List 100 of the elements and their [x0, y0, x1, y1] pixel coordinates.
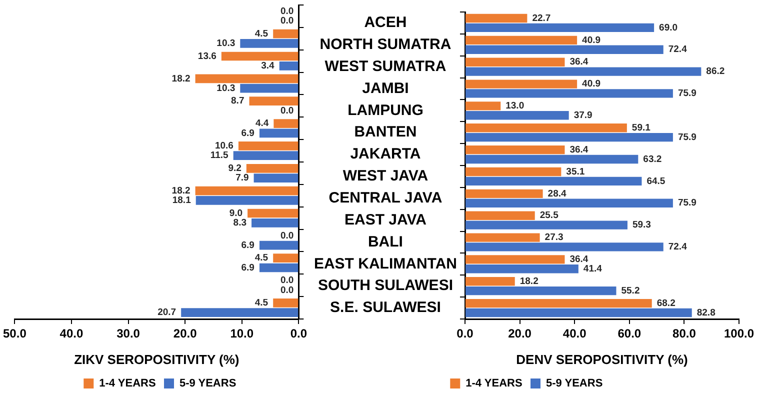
- x-tick-label: 40.0: [562, 326, 587, 341]
- data-label: 6.9: [241, 262, 254, 274]
- data-label: 75.9: [678, 132, 696, 143]
- bar: [466, 277, 515, 286]
- bar: [466, 154, 638, 164]
- bar: [195, 74, 298, 84]
- data-label: 35.1: [566, 166, 586, 178]
- bar: [259, 128, 298, 138]
- bar: [274, 119, 298, 128]
- bar: [466, 255, 565, 264]
- y-tick-label: BANTEN: [354, 124, 417, 141]
- data-label: 10.3: [216, 38, 236, 50]
- data-label: 40.9: [582, 78, 601, 90]
- bar: [466, 211, 535, 220]
- bar: [466, 176, 642, 186]
- data-label: 18.2: [520, 276, 538, 288]
- legend-label: 1-4 YEARS: [99, 378, 156, 390]
- bar: [259, 240, 298, 250]
- bar: [466, 45, 664, 54]
- bar: [273, 254, 298, 263]
- data-label: 10.6: [214, 140, 234, 152]
- data-label: 36.4: [570, 144, 589, 156]
- data-label: 22.7: [532, 12, 551, 24]
- bar: [221, 52, 298, 61]
- bar: [466, 167, 562, 176]
- data-label: 37.9: [574, 110, 592, 122]
- bar: [466, 124, 627, 132]
- data-label: 0.0: [280, 6, 294, 18]
- data-label: 68.2: [656, 298, 676, 309]
- y-tick-label: CENTRAL JAVA: [328, 190, 442, 207]
- bar: [466, 80, 578, 88]
- y-tick-label: WEST SUMATRA: [324, 58, 446, 75]
- data-label: 69.0: [659, 22, 678, 34]
- data-label: 59.1: [632, 122, 652, 134]
- legend-label: 5-9 YEARS: [180, 378, 236, 390]
- data-label: 6.9: [241, 240, 254, 251]
- data-label: 82.8: [696, 307, 716, 318]
- bar: [466, 102, 501, 110]
- legend-label: 1-4 YEARS: [466, 378, 522, 390]
- data-label: 7.9: [236, 172, 249, 184]
- bar: [181, 308, 298, 318]
- x-tick-label: 80.0: [672, 326, 696, 341]
- bar: [466, 132, 673, 142]
- y-tick-label: BALI: [368, 233, 403, 250]
- data-label: 13.6: [198, 50, 216, 62]
- data-label: 0.0: [280, 275, 294, 286]
- bar: [466, 14, 528, 23]
- bar: [273, 29, 298, 38]
- data-label: 40.9: [582, 34, 601, 46]
- bar: [466, 233, 540, 242]
- data-label: 28.4: [548, 188, 568, 200]
- bar: [466, 242, 664, 252]
- data-label: 86.2: [706, 66, 725, 78]
- bar: [466, 286, 616, 296]
- bar: [466, 298, 652, 308]
- data-label: 36.4: [570, 254, 589, 266]
- data-label: 59.3: [632, 220, 651, 231]
- bar: [466, 89, 673, 98]
- data-label: 6.9: [241, 128, 254, 139]
- bar: [233, 151, 298, 160]
- bar: [249, 96, 298, 106]
- data-label: 3.4: [261, 60, 276, 72]
- y-tick-label: JAKARTA: [350, 146, 421, 163]
- data-label: 63.2: [643, 154, 662, 165]
- data-label: 11.5: [210, 150, 230, 162]
- bar: [254, 174, 298, 182]
- bar: [466, 36, 578, 45]
- data-label: 0.0: [280, 284, 294, 296]
- x-tick-label: 60.0: [618, 326, 642, 341]
- bar: [240, 84, 298, 93]
- data-label: 9.0: [229, 208, 243, 219]
- data-label: 18.2: [172, 185, 190, 196]
- bar: [196, 196, 298, 205]
- data-label: 20.7: [158, 307, 176, 318]
- data-label: 13.0: [506, 100, 524, 112]
- data-label: 4.5: [254, 298, 269, 309]
- data-label: 8.3: [233, 218, 247, 229]
- y-tick-label: EAST JAVA: [344, 211, 427, 228]
- bar: [273, 298, 298, 308]
- x-tick-label: 50.0: [3, 326, 27, 341]
- data-label: 36.4: [570, 56, 589, 68]
- data-label: 18.1: [172, 195, 192, 206]
- data-label: 18.2: [172, 73, 190, 84]
- data-label: 72.4: [668, 242, 688, 253]
- data-label: 4.5: [254, 28, 269, 40]
- data-label: 75.9: [678, 198, 696, 209]
- bar: [259, 263, 298, 272]
- data-label: 0.0: [280, 105, 294, 116]
- bar: [466, 198, 673, 208]
- y-tick-label: JAMBI: [362, 80, 409, 97]
- bar: [240, 39, 298, 48]
- bar: [195, 186, 298, 196]
- bar: [466, 189, 543, 198]
- y-tick-label: NORTH SUMATRA: [320, 36, 452, 54]
- bar: [248, 208, 298, 218]
- data-label: 27.3: [544, 232, 564, 244]
- bar: [466, 23, 654, 32]
- data-label: 41.4: [583, 264, 603, 275]
- y-tick-label: ACEH: [364, 14, 407, 32]
- x-tick-label: 0.0: [290, 326, 308, 341]
